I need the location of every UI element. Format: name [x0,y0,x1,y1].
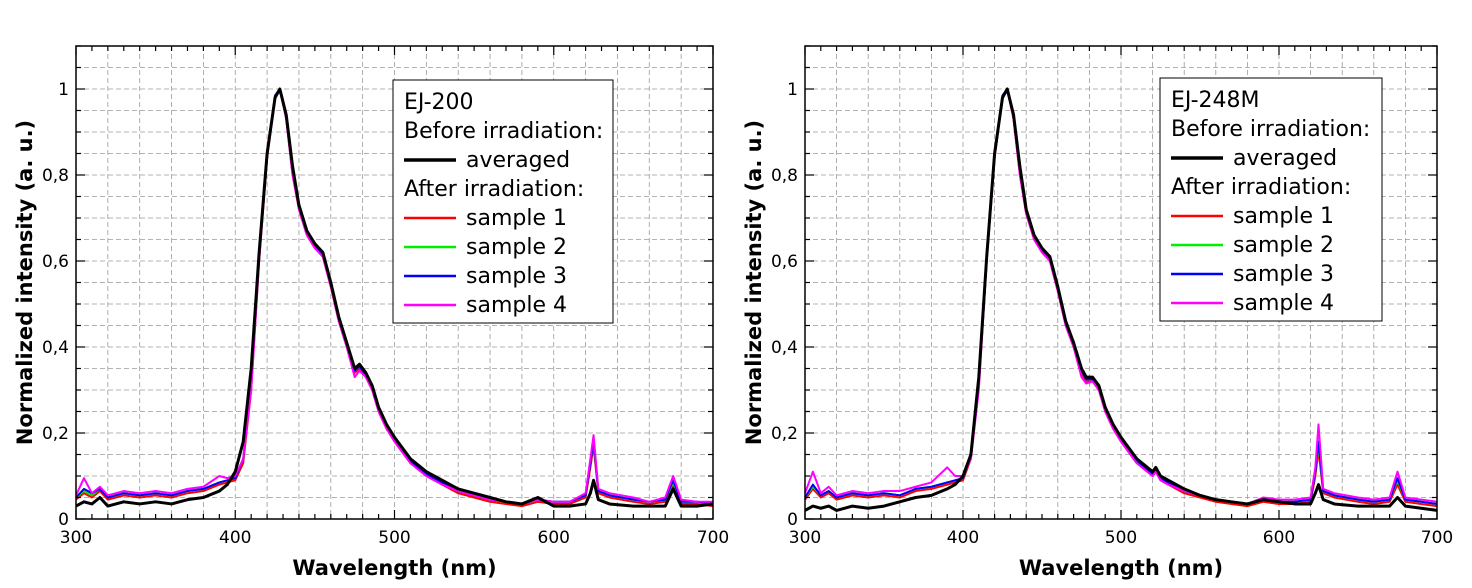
x-axis-title: Wavelength (nm) [292,556,496,580]
legend-title: EJ-200 [404,90,474,115]
x-tick-label: 300 [60,528,92,548]
legend-before-header: Before irradiation: [404,119,603,144]
legend-label-averaged: averaged [1233,146,1337,171]
y-tick-label: 0,4 [771,338,798,358]
legend-before-header: Before irradiation: [1171,117,1370,142]
legend-label-sample-2: sample 2 [466,235,567,260]
legend-after-header: After irradiation: [1171,175,1351,200]
x-tick-label: 400 [219,528,251,548]
y-tick-label: 0,6 [42,252,69,272]
x-tick-label: 600 [538,528,570,548]
y-tick-label: 1 [58,80,69,100]
x-tick-label: 300 [789,528,821,548]
x-tick-label: 700 [697,528,729,548]
y-tick-label: 0,4 [42,338,69,358]
y-tick-label: 0,2 [771,424,798,444]
y-tick-label: 0 [58,510,69,530]
y-axis-title: Normalized intensity (a. u.) [742,120,766,445]
x-tick-label: 700 [1421,528,1453,548]
chart-panel-ej248m: 300 400 500 600 700 0 0,2 0,4 0,6 0,8 1 Wavelength … [742,45,1453,580]
x-tick-label: 500 [1105,528,1137,548]
x-tick-label: 600 [1263,528,1295,548]
legend-label-sample-2: sample 2 [1233,233,1334,258]
legend-title: EJ-248M [1171,88,1260,113]
legend-label-sample-4: sample 4 [466,293,567,318]
legend-label-sample-1: sample 1 [1233,204,1334,229]
x-tick-label: 500 [378,528,410,548]
series-line-averaged [75,87,714,508]
y-tick-label: 0,8 [42,166,69,186]
series-line-sample-4 [804,88,1438,505]
y-tick-label: 0 [787,510,798,530]
legend-label-sample-3: sample 3 [466,264,567,289]
legend-after-header: After irradiation: [404,177,584,202]
series-line-averaged [804,87,1438,512]
legend: EJ-248M Before irradiation: After irradiat… [1159,77,1383,322]
y-tick-label: 1 [787,80,798,100]
y-tick-label: 0,6 [771,252,798,272]
legend-label-sample-4: sample 4 [1233,291,1334,316]
axis-ticks [804,45,1438,520]
series-line-sample-4 [75,88,713,505]
y-tick-label: 0,2 [42,424,69,444]
x-tick-label: 400 [947,528,979,548]
chart-panel-ej200: 300 400 500 600 700 0 0,2 0,4 0,6 0,8 1 Wavelength … [13,45,729,580]
legend-label-averaged: averaged [466,148,570,173]
legend-label-sample-3: sample 3 [1233,262,1334,287]
legend: EJ-200 Before irradiation: After irradiati… [392,79,614,324]
legend-box [392,79,614,324]
y-tick-label: 0,8 [771,166,798,186]
y-axis-title: Normalized intensity (a. u.) [13,120,37,445]
legend-label-sample-1: sample 1 [466,206,567,231]
axis-ticks [75,45,714,520]
x-axis-title: Wavelength (nm) [1019,556,1223,580]
legend-box [1159,77,1383,322]
